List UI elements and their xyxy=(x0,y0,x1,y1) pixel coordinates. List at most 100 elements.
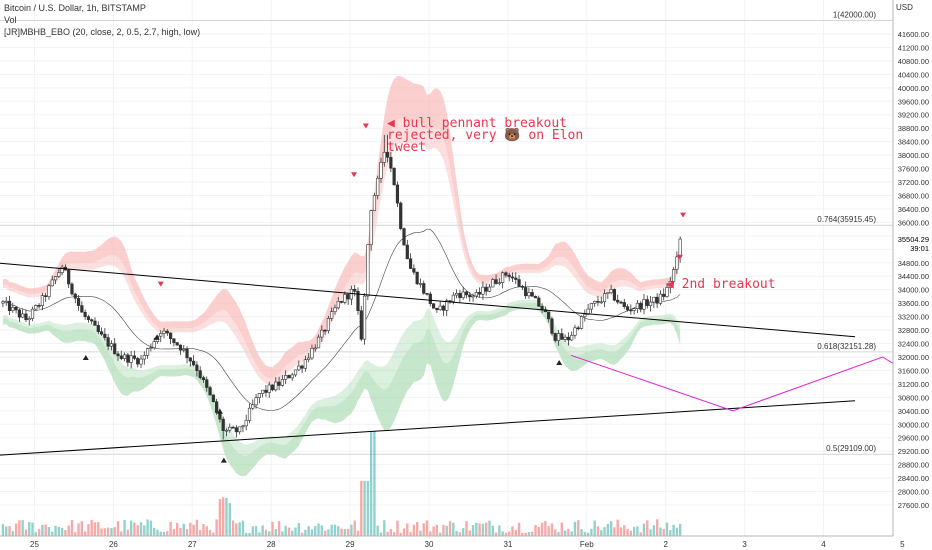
volume-bar xyxy=(97,522,100,536)
candle xyxy=(629,304,633,315)
candle-body xyxy=(556,333,561,341)
volume-bar xyxy=(356,530,360,536)
volume-bar xyxy=(225,497,228,536)
volume-bar xyxy=(248,532,251,536)
volume-bar xyxy=(307,526,310,536)
candle xyxy=(645,295,649,309)
candle xyxy=(385,134,390,163)
volume-bar xyxy=(172,528,176,536)
volume-bar xyxy=(284,525,287,536)
candle-body xyxy=(293,369,298,376)
candle xyxy=(553,332,557,343)
candle-body xyxy=(533,296,538,299)
candle xyxy=(504,271,508,278)
candle-body xyxy=(76,297,81,306)
volume-bar xyxy=(448,521,452,536)
candle-body xyxy=(455,292,459,296)
candle xyxy=(136,356,140,368)
candle xyxy=(671,267,676,284)
candle xyxy=(96,321,100,335)
candle-body xyxy=(579,316,584,329)
candle xyxy=(428,291,432,307)
y-tick-label: 38800.00 xyxy=(898,124,929,133)
candle-body xyxy=(185,348,189,359)
candle xyxy=(30,306,35,322)
candle-body xyxy=(471,295,475,298)
x-tick-label: 25 xyxy=(30,540,39,549)
candle xyxy=(178,344,183,355)
volume-bar xyxy=(452,522,455,536)
candle-body xyxy=(27,318,31,321)
candle-body xyxy=(96,325,100,332)
candle-body xyxy=(198,370,202,378)
candle xyxy=(432,303,436,309)
volume-bar xyxy=(47,527,51,536)
candle-body xyxy=(632,308,636,311)
candle xyxy=(537,295,541,307)
volume-bar xyxy=(386,531,389,536)
candle-body xyxy=(50,279,54,287)
candle xyxy=(83,309,87,320)
candle-body xyxy=(658,293,663,304)
volume-bar xyxy=(258,532,261,536)
candle xyxy=(524,281,528,299)
volume-bar xyxy=(327,529,330,536)
volume-bar xyxy=(642,523,646,536)
y-tick-label: 37200.00 xyxy=(898,178,929,187)
candle-body xyxy=(438,305,442,311)
candle xyxy=(300,364,304,373)
volume-bar xyxy=(363,481,366,536)
candle xyxy=(195,361,199,377)
volume-bar xyxy=(438,532,442,536)
candle-body xyxy=(425,292,429,295)
volume-bar xyxy=(626,529,629,536)
volume-bar xyxy=(198,529,202,536)
candle-body xyxy=(142,355,146,360)
x-tick-label: 5 xyxy=(900,540,905,549)
lower-band-outer xyxy=(2,303,681,477)
candle-body xyxy=(504,272,508,276)
y-tick-label: 29200.00 xyxy=(898,447,929,456)
volume-bar xyxy=(488,520,491,536)
volume-bar xyxy=(83,531,87,536)
candle xyxy=(481,281,485,301)
volume-bar xyxy=(235,523,238,536)
candle xyxy=(556,330,561,346)
volume-bar xyxy=(455,531,458,536)
rejection-annotation: ◀ bull pennant breakout rejected, very 🐻… xyxy=(387,116,584,155)
candle xyxy=(60,264,64,276)
candle xyxy=(658,290,663,306)
candle-body xyxy=(474,292,478,297)
volume-bar xyxy=(208,529,212,536)
candle-body xyxy=(422,283,426,294)
volume-bar xyxy=(442,524,445,536)
volume-bar xyxy=(613,527,616,536)
candle xyxy=(619,300,623,305)
volume-bar xyxy=(475,522,478,536)
candle xyxy=(399,201,403,231)
volume-label: Vol xyxy=(4,15,17,25)
volume-bar xyxy=(481,523,485,536)
candle xyxy=(267,381,271,398)
candle xyxy=(24,309,28,322)
volume-bar xyxy=(504,532,508,536)
candle-body xyxy=(70,283,74,295)
volume-bar xyxy=(310,529,314,536)
candle-body xyxy=(215,401,219,413)
volume-bar xyxy=(343,529,347,536)
candle-body xyxy=(80,305,84,313)
volume-bar xyxy=(491,525,494,536)
sell-signal-marker xyxy=(351,172,358,178)
candle-body xyxy=(662,293,666,297)
candle xyxy=(93,317,97,326)
candle-body xyxy=(280,379,284,386)
candle xyxy=(612,288,617,302)
candle-body xyxy=(382,151,386,163)
candle-body xyxy=(415,271,419,285)
candle xyxy=(205,376,209,392)
volume-bar xyxy=(616,519,619,536)
candle-body xyxy=(241,425,245,428)
candle-body xyxy=(639,302,643,310)
y-tick-label: 40400.00 xyxy=(898,70,929,79)
